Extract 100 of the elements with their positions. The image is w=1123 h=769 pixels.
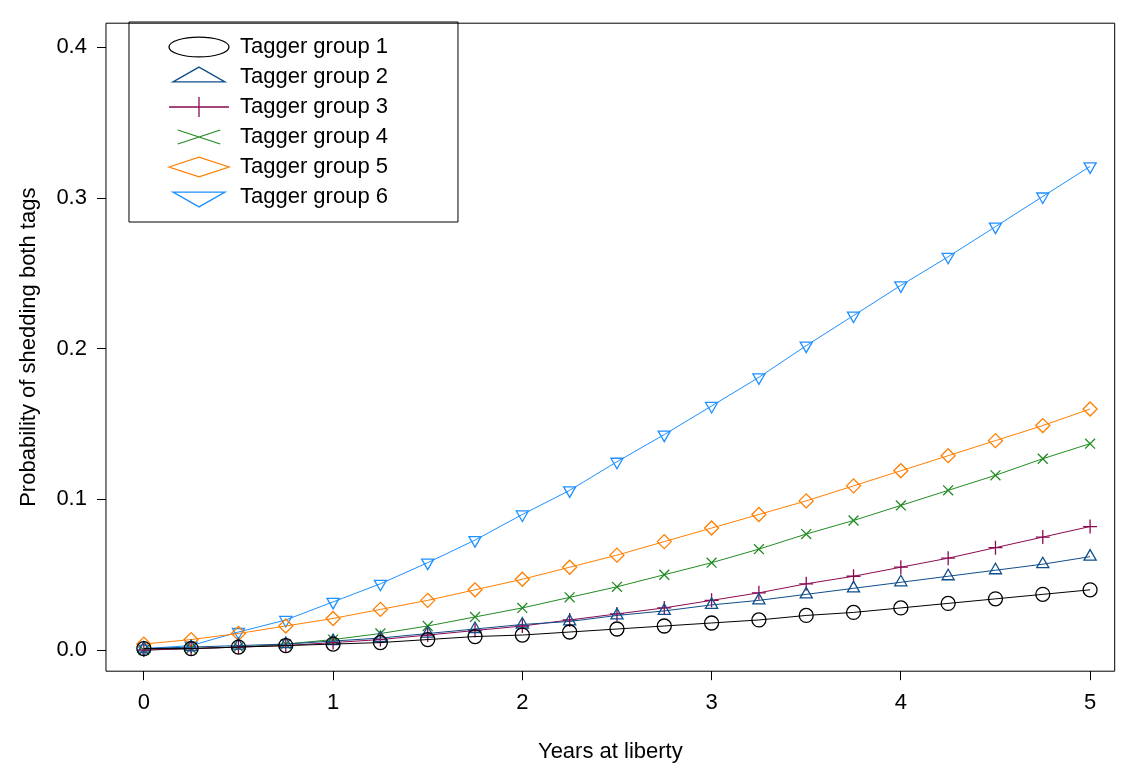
point (515, 510, 530, 523)
point (325, 610, 341, 627)
point (941, 252, 955, 265)
point (753, 543, 765, 555)
point (1035, 417, 1051, 434)
point (467, 582, 483, 598)
point (467, 622, 483, 639)
point (656, 618, 672, 634)
point (988, 222, 1003, 235)
point (987, 591, 1004, 607)
point (894, 574, 908, 587)
point (942, 484, 954, 496)
point (421, 625, 435, 638)
point (657, 430, 671, 443)
y-tick-label: 0.1 (56, 485, 87, 511)
point (893, 600, 909, 616)
point (514, 627, 530, 643)
point (514, 571, 530, 587)
point (799, 586, 813, 599)
legend-label: Tagger group 5 (239, 153, 388, 179)
point (987, 432, 1004, 449)
point (278, 618, 294, 634)
point (515, 616, 530, 629)
point (703, 615, 720, 631)
point (752, 592, 766, 605)
point (279, 615, 293, 628)
point (752, 373, 766, 385)
x-tick-label: 2 (516, 689, 529, 715)
legend-label: Tagger group 2 (239, 63, 388, 89)
point (422, 620, 434, 632)
point (372, 601, 389, 618)
point (845, 478, 862, 494)
point (609, 547, 625, 563)
point (420, 631, 436, 648)
point (800, 528, 812, 540)
point (420, 592, 436, 609)
point (658, 569, 670, 581)
x-tick-label: 1 (326, 689, 340, 715)
point (1083, 549, 1097, 561)
point (846, 311, 861, 324)
point (751, 612, 767, 628)
point (373, 579, 388, 592)
point (989, 469, 1002, 481)
point (514, 618, 530, 634)
point (940, 550, 956, 566)
y-tick-label: 0.0 (56, 636, 87, 662)
point (137, 640, 151, 653)
point (895, 499, 907, 512)
point (469, 611, 481, 623)
point (798, 607, 814, 624)
point (846, 580, 861, 593)
point (1036, 556, 1050, 569)
point (231, 637, 246, 650)
legend-label: Tagger group 4 (239, 123, 388, 149)
point (183, 631, 199, 648)
y-tick-label: 0.3 (56, 184, 87, 210)
point (1036, 192, 1050, 205)
point (703, 592, 720, 609)
point (751, 585, 767, 601)
point (609, 621, 625, 637)
legend-label: Tagger group 6 (239, 183, 388, 209)
point (941, 568, 955, 581)
point (845, 604, 862, 621)
point (1082, 401, 1098, 417)
point (326, 597, 340, 610)
point (564, 591, 576, 603)
point (468, 535, 482, 548)
point (798, 493, 814, 509)
x-tick-label: 5 (1083, 689, 1097, 715)
point (704, 401, 719, 414)
point (987, 539, 1004, 556)
point (1083, 162, 1097, 175)
point (611, 581, 623, 593)
point (1035, 529, 1051, 545)
point (1035, 586, 1051, 602)
point (988, 562, 1003, 575)
point (1082, 518, 1098, 535)
point (705, 557, 718, 569)
point (940, 595, 956, 612)
point (847, 514, 860, 527)
point (562, 486, 577, 499)
legend-label: Tagger group 3 (239, 93, 388, 119)
y-axis-title: Probability of shedding both tags (15, 187, 41, 507)
legend-label: Tagger group 1 (239, 33, 388, 59)
point (421, 558, 435, 571)
x-tick-label: 4 (894, 689, 907, 715)
point (751, 506, 767, 523)
point (467, 628, 483, 645)
point (703, 520, 720, 536)
point (1082, 582, 1098, 598)
y-tick-label: 0.2 (56, 334, 87, 360)
point (468, 621, 482, 634)
x-axis-title: Years at liberty (537, 737, 683, 763)
point (656, 533, 672, 550)
point (1037, 453, 1049, 465)
point (420, 627, 436, 643)
point (562, 624, 578, 640)
point (893, 463, 909, 479)
point (894, 281, 908, 294)
point (798, 576, 814, 592)
